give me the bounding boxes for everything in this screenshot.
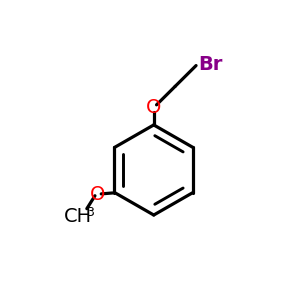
Text: 3: 3 [86, 206, 94, 219]
Text: Br: Br [198, 56, 223, 74]
Text: O: O [90, 185, 105, 204]
Text: O: O [146, 98, 161, 117]
Text: CH: CH [64, 207, 92, 226]
